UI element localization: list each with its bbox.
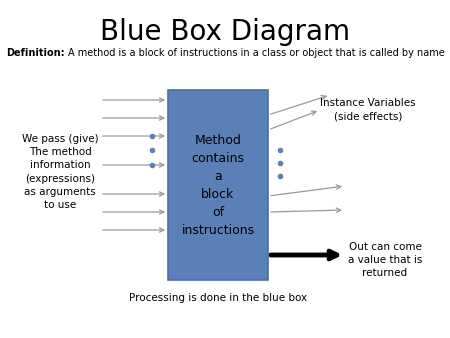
Text: Out can come
a value that is
returned: Out can come a value that is returned	[348, 242, 422, 279]
Text: Definition:: Definition:	[6, 48, 65, 58]
Text: Method
contains
a
block
of
instructions: Method contains a block of instructions	[181, 134, 255, 237]
Text: Instance Variables
(side effects): Instance Variables (side effects)	[320, 98, 416, 122]
Text: Processing is done in the blue box: Processing is done in the blue box	[129, 293, 307, 303]
Text: Blue Box Diagram: Blue Box Diagram	[100, 18, 350, 46]
Text: We pass (give)
The method
information
(expressions)
as arguments
to use: We pass (give) The method information (e…	[22, 134, 98, 210]
Bar	[168, 90, 268, 280]
Text: A method is a block of instructions in a class or object that is called by name: A method is a block of instructions in a…	[68, 48, 445, 58]
